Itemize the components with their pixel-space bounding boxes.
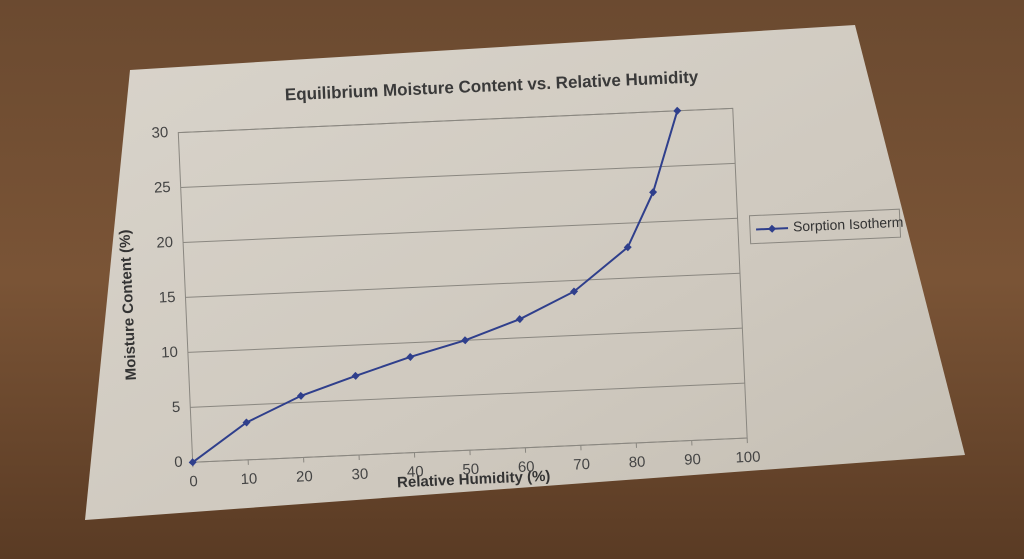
y-tick-label: 15: [158, 289, 175, 307]
x-tick-label: 100: [735, 448, 761, 466]
data-point: [406, 352, 415, 361]
y-tick-label: 25: [154, 179, 171, 197]
grid-line: [180, 162, 736, 189]
x-tick-label: 80: [628, 453, 645, 471]
y-tick-label: 5: [172, 399, 181, 416]
data-point: [296, 391, 305, 400]
data-point: [515, 315, 524, 324]
x-tick-label: 0: [189, 473, 198, 490]
x-tick-label: 70: [573, 456, 590, 474]
legend-marker: [768, 224, 777, 233]
grid-line: [190, 382, 745, 408]
data-point: [242, 418, 251, 427]
y-tick-label: 20: [156, 234, 173, 252]
x-tick-label: 60: [518, 458, 535, 476]
x-tick-label: 40: [407, 463, 424, 481]
grid-line: [178, 107, 733, 134]
data-point: [188, 458, 197, 467]
x-tick-label: 50: [462, 461, 479, 479]
x-tick-label: 90: [684, 451, 701, 469]
data-point: [461, 336, 470, 345]
y-axis-title: Moisture Content (%): [116, 229, 140, 380]
x-tick-label: 20: [296, 468, 313, 486]
legend-label: Sorption Isotherm: [793, 214, 904, 235]
data-point: [570, 287, 579, 296]
y-tick-label: 10: [161, 344, 178, 362]
data-point: [649, 188, 658, 197]
x-axis-title: Relative Humidity (%): [397, 468, 551, 492]
x-tick-label: 30: [351, 466, 368, 484]
data-point: [351, 371, 360, 380]
grid-line: [183, 217, 738, 243]
data-point: [623, 243, 632, 252]
data-point: [673, 106, 682, 115]
paper-sheet: [85, 25, 965, 520]
y-tick-label: 0: [174, 454, 183, 471]
y-tick-label: 30: [151, 124, 168, 142]
x-tick-label: 10: [240, 470, 257, 488]
grid-line: [185, 272, 740, 298]
legend-box: [748, 208, 902, 245]
chart: Equilibrium Moisture Content vs. Relativ…: [116, 67, 904, 492]
